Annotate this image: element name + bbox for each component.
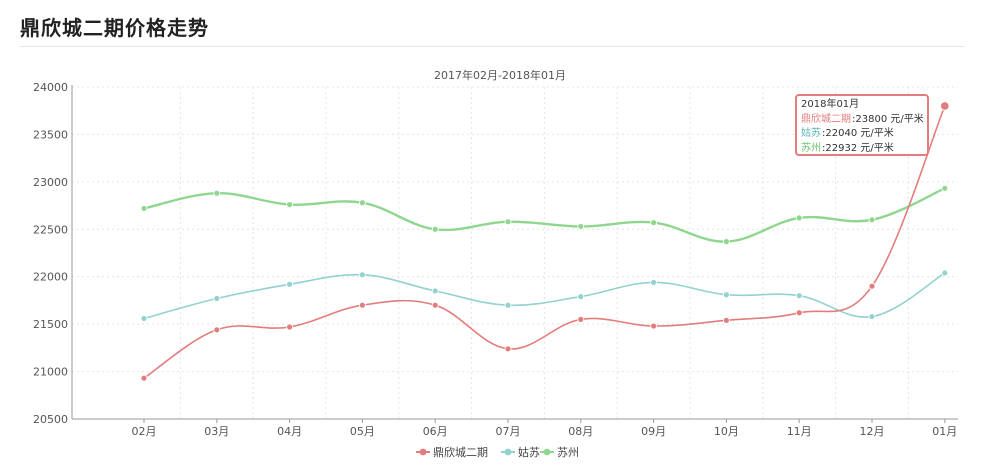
- tooltip-value: :22932: [822, 142, 858, 154]
- data-point: [431, 287, 439, 295]
- x-tick-label: 10月: [714, 425, 739, 438]
- x-tick-label: 01月: [932, 425, 957, 438]
- data-point: [723, 316, 730, 324]
- data-point: [795, 292, 803, 300]
- page-title: 鼎欣城二期价格走势: [20, 16, 209, 40]
- tooltip-row: 姑苏:22040 元/平米: [801, 127, 923, 142]
- x-tick-label: 05月: [350, 425, 375, 438]
- data-point: [286, 323, 294, 331]
- x-tick-label: 09月: [641, 425, 666, 438]
- data-point: [140, 205, 148, 212]
- data-point: [941, 184, 949, 192]
- series-0: [140, 101, 950, 382]
- legend-marker: [543, 448, 551, 456]
- tooltip-unit: 元/平米: [860, 142, 894, 154]
- data-point: [358, 199, 366, 207]
- series-layer: [140, 101, 950, 382]
- legend-marker: [419, 448, 427, 456]
- data-point: [650, 279, 657, 286]
- series-1: [140, 269, 949, 322]
- data-point: [358, 271, 366, 279]
- y-tick-label: 24000: [33, 81, 68, 94]
- data-point: [723, 238, 730, 246]
- tooltip-row: 苏州:22932 元/平米: [801, 142, 923, 157]
- y-tick-label: 23500: [33, 128, 68, 141]
- data-point: [940, 101, 950, 111]
- data-point: [795, 214, 803, 222]
- x-tick-label: 02月: [132, 425, 157, 438]
- series-line: [143, 272, 946, 320]
- tooltip-row: 鼎欣城二期:23800 元/平米: [801, 113, 924, 128]
- data-point: [868, 216, 876, 224]
- series-line: [143, 187, 946, 243]
- data-point: [577, 315, 585, 323]
- x-tick-label: 06月: [423, 425, 448, 438]
- data-point: [431, 301, 439, 309]
- legend-label: 姑苏: [518, 446, 540, 459]
- legend-label: 苏州: [557, 446, 579, 459]
- y-tick-label: 22000: [33, 271, 68, 284]
- y-tick-label: 20500: [33, 413, 68, 426]
- legend-item[interactable]: 姑苏: [501, 446, 540, 459]
- data-point: [286, 201, 294, 209]
- data-point: [431, 225, 439, 233]
- x-tick-label: 08月: [568, 425, 593, 438]
- tooltip-series-label: 苏州: [801, 142, 821, 154]
- axis-layer: 20500 21000 21500 22000 22500 23000 23500 24000…: [33, 81, 958, 438]
- y-tick-label: 22500: [33, 223, 68, 236]
- tooltip-series-label: 姑苏: [801, 128, 821, 139]
- tooltip-value: :23800: [852, 113, 888, 125]
- series-2: [140, 184, 949, 246]
- chart-legend[interactable]: 鼎欣城二期 姑苏 苏州: [416, 445, 579, 459]
- x-tick-label: 03月: [204, 425, 229, 438]
- tooltip-series-label: 鼎欣城二期: [801, 113, 851, 125]
- tooltip-header: 2018年01月: [801, 99, 860, 110]
- legend-item[interactable]: 鼎欣城二期: [416, 445, 488, 459]
- x-tick-label: 12月: [860, 425, 885, 438]
- data-point: [504, 301, 512, 309]
- data-point: [795, 309, 803, 317]
- tooltip-unit: 元/平米: [890, 113, 924, 125]
- title-divider: [20, 46, 964, 47]
- data-point: [213, 189, 221, 197]
- legend-marker: [504, 448, 512, 456]
- data-point: [868, 282, 876, 290]
- x-tick-label: 07月: [496, 425, 521, 438]
- data-point: [140, 374, 148, 382]
- y-tick-label: 21000: [33, 366, 68, 379]
- tooltip-value: :22040: [822, 128, 858, 139]
- data-point: [868, 313, 876, 320]
- data-point: [650, 322, 657, 330]
- data-point: [941, 269, 949, 277]
- tooltip-unit: 元/平米: [860, 128, 894, 139]
- legend-label: 鼎欣城二期: [433, 445, 488, 459]
- x-tick-label: 04月: [277, 425, 302, 438]
- data-point: [504, 218, 512, 226]
- data-point: [577, 223, 585, 230]
- data-point: [650, 219, 657, 227]
- chart-title: 2017年02月-2018年01月: [434, 68, 566, 82]
- data-point: [213, 326, 221, 334]
- data-point: [358, 301, 366, 309]
- data-point: [577, 293, 585, 301]
- y-tick-label: 21500: [33, 318, 68, 331]
- data-point: [286, 280, 294, 288]
- data-point: [213, 295, 221, 302]
- data-point: [140, 315, 148, 322]
- legend-item[interactable]: 苏州: [540, 446, 579, 459]
- data-point: [723, 291, 730, 299]
- data-point: [504, 345, 512, 353]
- y-tick-label: 23000: [33, 176, 68, 189]
- x-tick-label: 11月: [787, 425, 812, 438]
- chart-tooltip: 2018年01月 鼎欣城二期:23800 元/平米 姑苏:22040 元/平米 …: [795, 94, 929, 156]
